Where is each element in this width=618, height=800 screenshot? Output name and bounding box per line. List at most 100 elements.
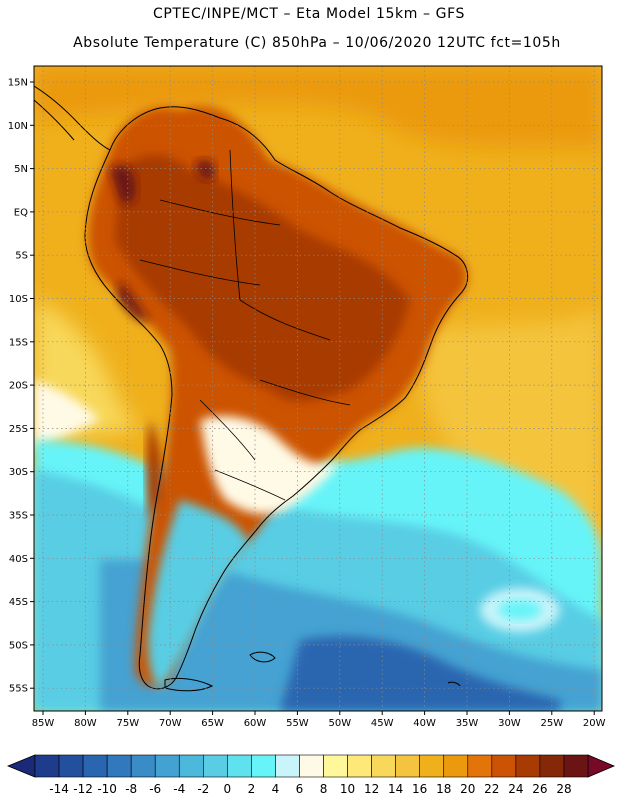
colorbar-swatch xyxy=(106,754,132,778)
colorbar-left-arrow xyxy=(6,754,36,778)
colorbar-label: 2 xyxy=(248,782,256,796)
colorbar-swatch xyxy=(491,754,517,778)
falklands-island xyxy=(249,651,276,663)
political-borders xyxy=(139,149,351,501)
colorbar-label: 22 xyxy=(484,782,499,796)
field-andes-warm xyxy=(146,420,162,520)
lat-label: 40S xyxy=(9,554,28,565)
field-west-cream xyxy=(34,380,100,450)
colorbar-label: 0 xyxy=(224,782,232,796)
field-cold-blue xyxy=(100,560,602,711)
lat-label: 20S xyxy=(9,381,28,392)
colorbar-label: -2 xyxy=(197,782,209,796)
lon-label: 35W xyxy=(456,718,479,729)
map-frame xyxy=(33,65,603,712)
tierra-del-fuego xyxy=(164,677,214,692)
lat-label: 45S xyxy=(9,597,28,608)
colorbar-swatch xyxy=(178,754,204,778)
longitude-labels: 85W 80W 75W 70W 65W 60W 55W 50W 45W 40W 35W 30W 25W 2… xyxy=(32,711,606,729)
lat-label: 5N xyxy=(14,164,28,175)
lat-label: 15S xyxy=(9,337,28,348)
colorbar-label: 14 xyxy=(388,782,403,796)
lat-label: 10S xyxy=(9,294,28,305)
lat-label: 55S xyxy=(9,684,28,695)
colorbar-label: -4 xyxy=(173,782,185,796)
colorbar-swatch xyxy=(395,754,420,778)
colorbar-swatch xyxy=(563,754,589,778)
colorbar-swatch xyxy=(34,754,60,778)
lat-label: 25S xyxy=(9,424,28,435)
colorbar-label: 20 xyxy=(460,782,475,796)
colorbar-swatch xyxy=(82,754,108,778)
lon-label: 80W xyxy=(74,718,97,729)
lon-label: 45W xyxy=(371,718,394,729)
colorbar-label: 28 xyxy=(556,782,571,796)
field-north-band xyxy=(34,66,602,150)
colorbar-label: 8 xyxy=(320,782,328,796)
temperature-field xyxy=(34,66,602,711)
lon-label: 70W xyxy=(159,718,182,729)
colorbar-label: -14 xyxy=(49,782,69,796)
field-hotspot-2 xyxy=(118,280,150,321)
colorbar-swatch xyxy=(371,754,396,778)
colorbar-label: -6 xyxy=(149,782,161,796)
colorbar-swatch xyxy=(130,754,156,778)
colorbar-label: -8 xyxy=(125,782,137,796)
lat-label: 10N xyxy=(8,121,28,132)
lon-label: 85W xyxy=(32,718,55,729)
field-cold-dark-blue xyxy=(280,636,560,711)
colorbar-label: 26 xyxy=(532,782,547,796)
colorbar-swatch xyxy=(419,754,445,778)
colorbar-swatch xyxy=(443,754,469,778)
lon-label: 75W xyxy=(116,718,139,729)
colorbar-right-arrow xyxy=(587,754,616,778)
colorbar-swatch xyxy=(58,754,84,778)
colorbar-swatch xyxy=(515,754,541,778)
lon-label: 60W xyxy=(244,718,267,729)
colorbar-label: -12 xyxy=(73,782,93,796)
field-swirl-core xyxy=(498,600,542,620)
colorbar-label: -10 xyxy=(97,782,117,796)
lat-lon-grid xyxy=(34,66,602,711)
field-hotspot-1 xyxy=(110,164,136,204)
field-hotspot-3 xyxy=(195,159,215,181)
lon-label: 40W xyxy=(413,718,436,729)
colorbar-swatch xyxy=(251,754,276,778)
colorbar-label: 12 xyxy=(364,782,379,796)
lon-label: 25W xyxy=(540,718,563,729)
continent-coastline xyxy=(84,106,469,690)
field-cone-cream xyxy=(200,416,340,515)
chart-title-line-1: CPTEC/INPE/MCT – Eta Model 15km – GFS xyxy=(152,6,466,22)
lon-label: 55W xyxy=(286,718,309,729)
colorbar-swatch xyxy=(347,754,372,778)
lon-label: 30W xyxy=(498,718,521,729)
lat-label: 5S xyxy=(15,251,28,262)
lat-label: EQ xyxy=(14,207,28,218)
colorbar-swatch xyxy=(275,754,300,778)
lon-label: 20W xyxy=(583,718,606,729)
colorbar-label: 16 xyxy=(412,782,427,796)
colorbar-swatch xyxy=(227,754,252,778)
field-continent-hotter xyxy=(115,155,410,402)
lat-label: 15N xyxy=(8,78,28,89)
lat-label: 35S xyxy=(9,511,28,522)
colorbar-swatch xyxy=(299,754,324,778)
latitude-labels: 15N 10N 5N EQ 5S 10S 15S 20S 25S 30S 35S 40S 45S 50S 5… xyxy=(8,78,34,695)
south-georgia-island xyxy=(447,681,461,687)
colorbar-label: 18 xyxy=(436,782,451,796)
colorbar-swatch xyxy=(539,754,565,778)
field-patagonia-cold xyxy=(148,500,250,690)
colorbar-label: 24 xyxy=(508,782,523,796)
lon-label: 65W xyxy=(201,718,224,729)
colorbar-swatch xyxy=(154,754,180,778)
colorbar-swatch xyxy=(323,754,348,778)
colorbar-swatch xyxy=(203,754,228,778)
chart-title-line-2: Absolute Temperature (C) 850hPa – 10/06/… xyxy=(73,35,561,51)
lat-label: 30S xyxy=(9,467,28,478)
colorbar: -14 -12 -10 -8 -6 -4 -2 0 2 4 6 8 10 12 14 16 18 20 22 24 26… xyxy=(6,754,616,796)
central-america-coast-south xyxy=(34,99,75,141)
colorbar-swatch xyxy=(467,754,493,778)
lon-label: 50W xyxy=(328,718,351,729)
lat-label: 50S xyxy=(9,640,28,651)
